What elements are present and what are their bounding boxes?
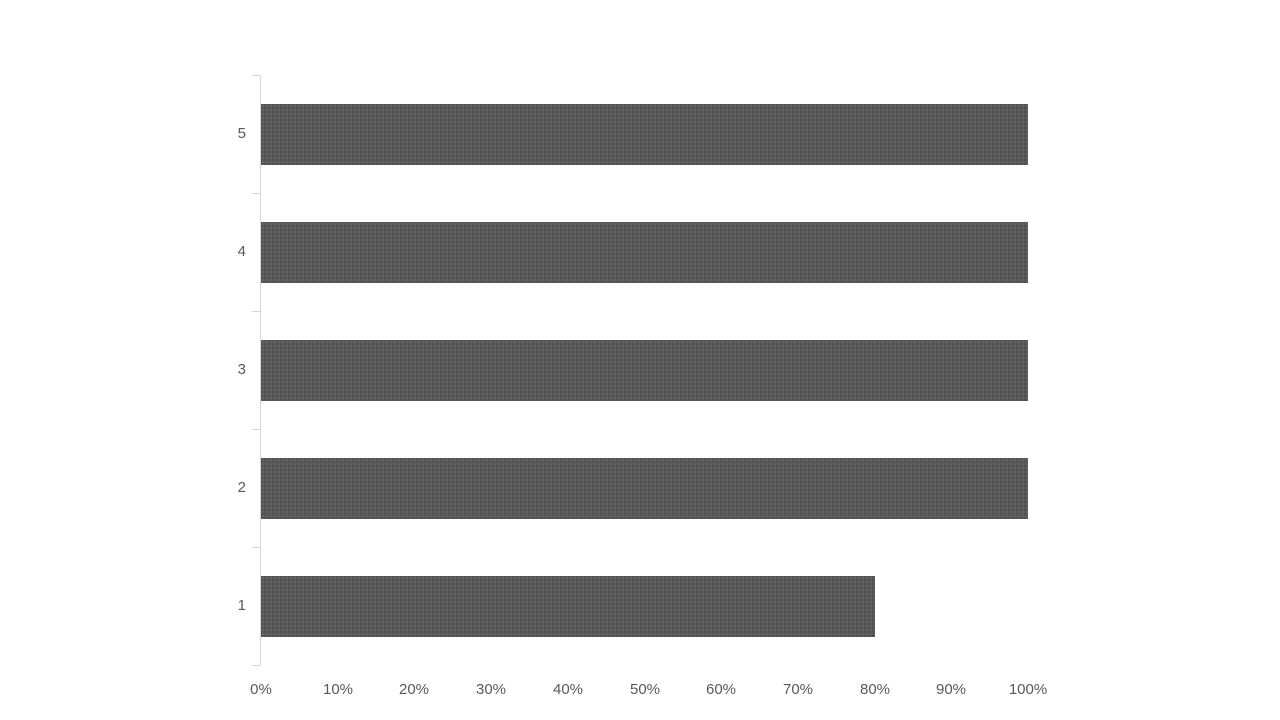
y-axis-category-label: 2 — [237, 479, 246, 496]
y-axis-tick-mark — [252, 665, 260, 666]
y-axis-category-label: 5 — [237, 125, 246, 142]
x-axis-tick-label: 70% — [782, 681, 814, 698]
bar-category-5 — [261, 104, 1028, 165]
x-axis-tick-label: 0% — [250, 681, 272, 698]
bar-category-3 — [261, 340, 1028, 401]
x-axis-tick-label: 40% — [552, 681, 584, 698]
x-axis-tick-label: 20% — [398, 681, 430, 698]
y-axis-tick-mark — [252, 429, 260, 430]
x-axis-tick-label: 10% — [322, 681, 354, 698]
bar-category-4 — [261, 222, 1028, 283]
y-axis-tick-mark — [252, 75, 260, 76]
y-axis-tick-mark — [252, 547, 260, 548]
y-axis-tick-mark — [252, 193, 260, 194]
bar-category-2 — [261, 458, 1028, 519]
y-axis-category-label: 3 — [237, 361, 246, 378]
bar-category-1 — [261, 576, 875, 637]
x-axis-tick-label: 90% — [935, 681, 967, 698]
x-axis-tick-label: 80% — [859, 681, 891, 698]
y-axis-tick-mark — [252, 311, 260, 312]
x-axis-tick-label: 30% — [475, 681, 507, 698]
x-axis-tick-label: 100% — [1008, 681, 1048, 698]
x-axis-tick-label: 60% — [705, 681, 737, 698]
y-axis-category-label: 4 — [237, 243, 246, 260]
x-axis-tick-label: 50% — [629, 681, 661, 698]
y-axis-category-label: 1 — [237, 597, 246, 614]
y-axis-line — [260, 75, 261, 665]
